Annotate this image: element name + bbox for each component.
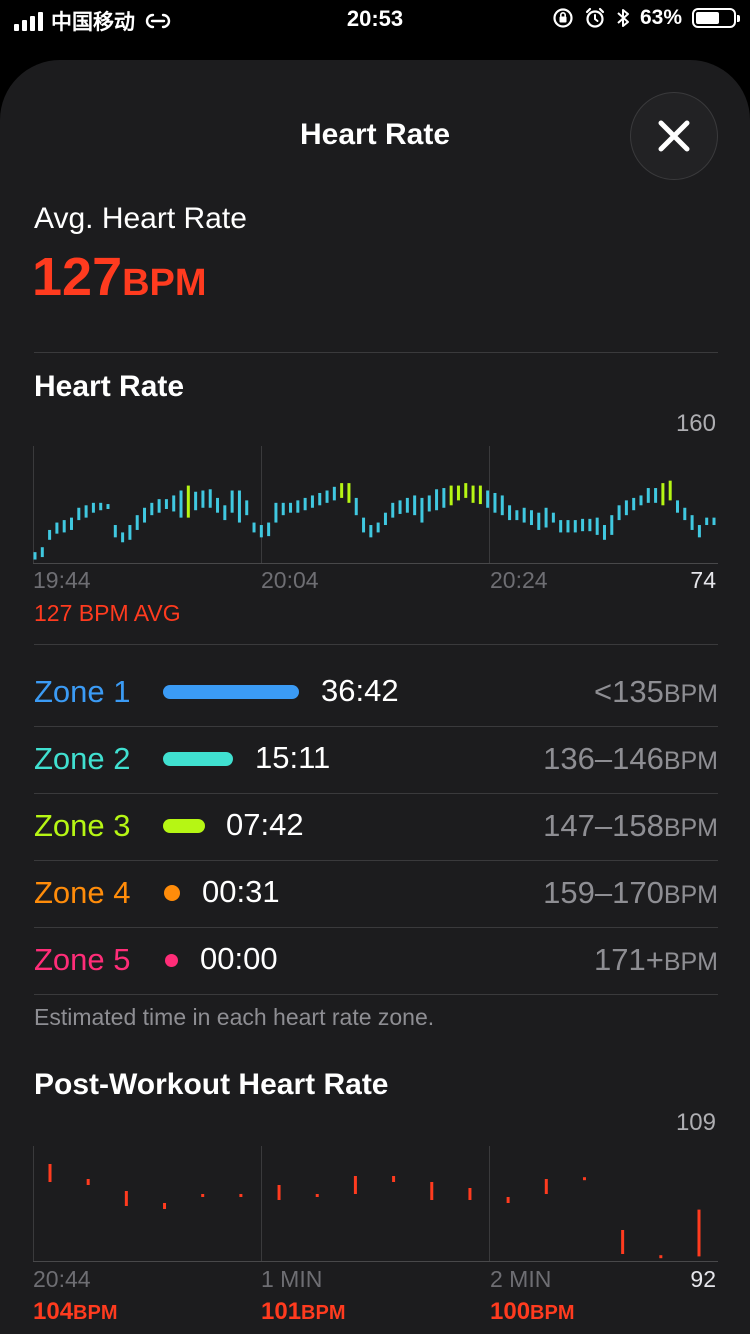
post-bpm-unit: BPM	[301, 1302, 346, 1324]
zone-duration-dot	[164, 885, 180, 901]
zone-range-unit: BPM	[663, 948, 718, 976]
zone-row-5: Zone 5 00:00 171+BPM	[34, 928, 718, 995]
zone-duration-bar	[163, 685, 299, 699]
heart-rate-zones: Zone 1 36:42 <135BPM Zone 2 15:11 136–14…	[34, 660, 718, 995]
zone-range-value: 171+	[593, 942, 664, 977]
heart-rate-sheet: Heart Rate Avg. Heart Rate 127BPM Heart …	[0, 60, 750, 1334]
post-chart-min-label: 92	[690, 1266, 716, 1292]
post-bpm-label-3: 100BPM	[490, 1298, 575, 1326]
post-workout-chart-svg	[33, 1146, 718, 1262]
signal-icon	[14, 11, 43, 31]
zone-range-value: <135	[593, 674, 664, 709]
post-x-label-2: 1 MIN	[261, 1266, 323, 1292]
zone-time: 36:42	[321, 673, 399, 708]
sheet-title: Heart Rate	[299, 118, 451, 151]
status-bar: 中国移动 20:53 63%	[0, 0, 750, 40]
battery-percent: 63%	[639, 6, 682, 29]
avg-heart-rate-unit: BPM	[122, 262, 207, 304]
heart-rate-chart	[0, 446, 750, 564]
heart-rate-chart-svg	[33, 446, 718, 564]
zone-range-unit: BPM	[663, 814, 718, 842]
zone-range: <135BPM	[594, 674, 718, 710]
zone-time: 00:31	[202, 874, 280, 909]
zone-range-value: 159–170	[543, 875, 664, 910]
zone-note: Estimated time in each heart rate zone.	[34, 1004, 435, 1030]
alarm-icon	[585, 7, 605, 28]
post-bpm-value: 104	[33, 1298, 74, 1325]
zone-row-3: Zone 3 07:42 147–158BPM	[34, 794, 718, 861]
rotation-lock-icon	[553, 8, 573, 28]
hr-x-label-3: 20:24	[490, 567, 548, 593]
bluetooth-icon	[617, 9, 629, 27]
post-x-label-3: 2 MIN	[490, 1266, 552, 1292]
zone-name: Zone 5	[34, 942, 131, 977]
zone-range: 136–146BPM	[543, 741, 718, 777]
post-bpm-value: 100	[490, 1298, 531, 1325]
zone-duration-dot	[165, 954, 178, 967]
zone-range: 159–170BPM	[543, 875, 718, 911]
post-chart-max-label: 109	[675, 1109, 716, 1136]
zone-range-unit: BPM	[663, 747, 718, 775]
hr-x-label-1: 19:44	[33, 567, 91, 593]
status-right: 63%	[552, 6, 740, 30]
zone-duration-bar	[163, 752, 233, 766]
zone-name: Zone 3	[34, 808, 131, 843]
close-button[interactable]	[630, 92, 718, 180]
post-workout-title: Post-Workout Heart Rate	[34, 1068, 389, 1101]
hr-x-label-2: 20:04	[261, 567, 319, 593]
avg-heart-rate-value: 127BPM	[32, 246, 207, 308]
zone-range-value: 136–146	[543, 741, 664, 776]
zone-range: 147–158BPM	[543, 808, 718, 844]
link-icon	[145, 13, 171, 29]
zone-range-value: 147–158	[543, 808, 664, 843]
zone-name: Zone 2	[34, 741, 131, 776]
zone-range: 171+BPM	[594, 942, 718, 978]
zone-row-2: Zone 2 15:11 136–146BPM	[34, 727, 718, 794]
zone-name: Zone 4	[34, 875, 131, 910]
post-bpm-unit: BPM	[73, 1302, 118, 1324]
post-workout-chart	[0, 1146, 750, 1262]
post-bpm-label-1: 104BPM	[33, 1298, 118, 1326]
zone-time: 15:11	[255, 740, 331, 775]
divider	[34, 352, 718, 353]
post-bpm-label-2: 101BPM	[261, 1298, 346, 1326]
divider	[34, 644, 718, 645]
zone-time: 07:42	[226, 807, 304, 842]
zone-time: 00:00	[200, 941, 278, 976]
status-left: 中国移动	[14, 6, 173, 36]
zone-range-unit: BPM	[663, 881, 718, 909]
zone-name: Zone 1	[34, 674, 131, 709]
battery-icon	[692, 8, 740, 28]
hr-chart-max-label: 160	[675, 410, 716, 437]
avg-heart-rate-label: Avg. Heart Rate	[34, 202, 247, 235]
avg-heart-rate-number: 127	[32, 247, 123, 307]
zone-duration-bar	[163, 819, 205, 833]
hr-chart-min-label: 74	[690, 567, 716, 593]
carrier-name: 中国移动	[51, 11, 135, 34]
zone-row-1: Zone 1 36:42 <135BPM	[34, 660, 718, 727]
post-bpm-unit: BPM	[530, 1302, 575, 1324]
hr-avg-caption: 127 BPM AVG	[34, 600, 181, 626]
heart-rate-chart-title: Heart Rate	[34, 370, 185, 403]
status-time: 20:53	[346, 6, 404, 31]
zone-row-4: Zone 4 00:31 159–170BPM	[34, 861, 718, 928]
post-x-label-1: 20:44	[33, 1266, 91, 1292]
close-icon	[658, 120, 690, 152]
post-bpm-value: 101	[261, 1298, 302, 1325]
zone-range-unit: BPM	[663, 680, 718, 708]
